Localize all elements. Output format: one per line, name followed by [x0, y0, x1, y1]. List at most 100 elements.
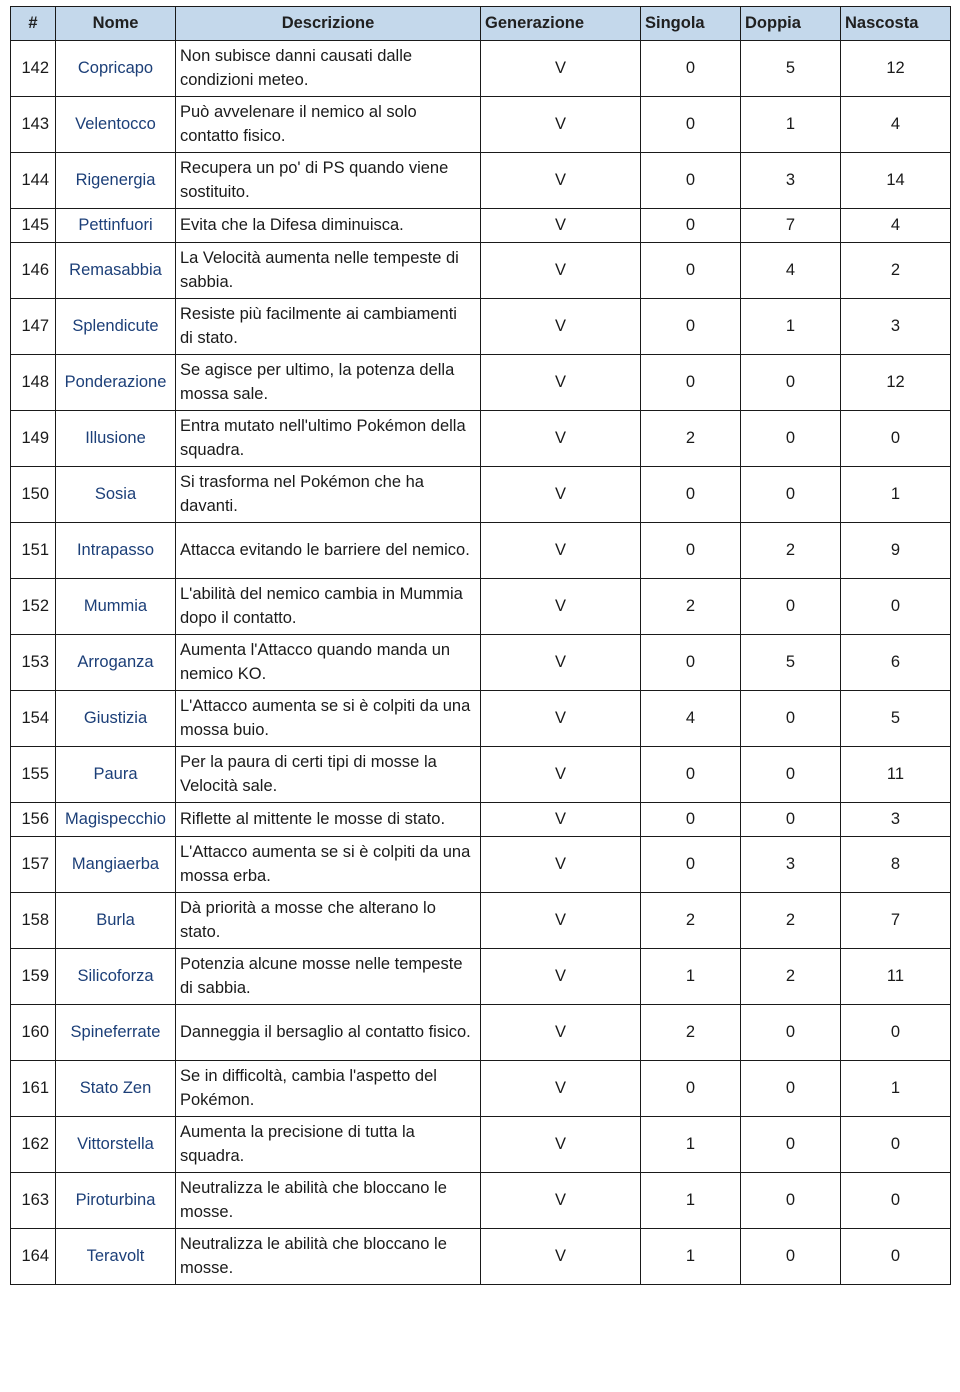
- cell-descrizione: Per la paura di certi tipi di mosse la V…: [176, 747, 481, 803]
- cell-singola: 0: [641, 803, 741, 837]
- col-header-descrizione[interactable]: Descrizione: [176, 7, 481, 41]
- table-row: 158 Burla Dà priorità a mosse che alterano…: [11, 893, 951, 949]
- cell-nome: Spineferrate: [56, 1005, 176, 1061]
- cell-nome: Ponderazione: [56, 355, 176, 411]
- col-header-num[interactable]: #: [11, 7, 56, 41]
- cell-nascosta: 0: [841, 411, 951, 467]
- table-row: 152MummiaL'abilità del nemico cambia in …: [11, 579, 951, 635]
- cell-singola: 1: [641, 1229, 741, 1285]
- ability-link[interactable]: Rigenergia: [76, 171, 156, 189]
- table-row: 154GiustiziaL'Attacco aumenta se si è co…: [11, 691, 951, 747]
- cell-singola: 0: [641, 747, 741, 803]
- cell-nascosta: 4: [841, 209, 951, 243]
- table-row: 151IntrapassoAttacca evitando le barrier…: [11, 523, 951, 579]
- ability-link[interactable]: Silicoforza: [77, 967, 153, 985]
- ability-link[interactable]: Splendicute: [72, 317, 158, 335]
- cell-singola: 0: [641, 209, 741, 243]
- cell-gen: V: [481, 691, 641, 747]
- ability-link[interactable]: Intrapasso: [77, 541, 154, 559]
- cell-nome: Vittorstella: [56, 1117, 176, 1173]
- ability-link[interactable]: Teravolt: [87, 1247, 145, 1265]
- table-row: 149IllusioneEntra mutato nell'ultimo Pok…: [11, 411, 951, 467]
- ability-link[interactable]: Burla: [96, 911, 135, 929]
- cell-num: 158: [11, 893, 56, 949]
- cell-descrizione: Aumenta la precisione di tutta la squadr…: [176, 1117, 481, 1173]
- ability-link[interactable]: Piroturbina: [76, 1191, 156, 1209]
- cell-nascosta: 12: [841, 41, 951, 97]
- cell-nascosta: 0: [841, 1173, 951, 1229]
- col-header-doppia[interactable]: Doppia: [741, 7, 841, 41]
- cell-nascosta: 0: [841, 579, 951, 635]
- cell-num: 164: [11, 1229, 56, 1285]
- table-row: 159SilicoforzaPotenzia alcune mosse nell…: [11, 949, 951, 1005]
- cell-singola: 1: [641, 1117, 741, 1173]
- cell-descrizione: Può avvelenare il nemico al solo contatt…: [176, 97, 481, 153]
- cell-doppia: 2: [741, 893, 841, 949]
- cell-descrizione: Dà priorità a mosse che alterano lo stat…: [176, 893, 481, 949]
- cell-gen: V: [481, 97, 641, 153]
- ability-link[interactable]: Velentocco: [75, 115, 156, 133]
- col-header-generazione[interactable]: Generazione: [481, 7, 641, 41]
- cell-singola: 0: [641, 243, 741, 299]
- ability-link[interactable]: Sosia: [95, 485, 136, 503]
- cell-singola: 0: [641, 299, 741, 355]
- cell-nome: Remasabbia: [56, 243, 176, 299]
- cell-gen: V: [481, 299, 641, 355]
- ability-link[interactable]: Stato Zen: [80, 1079, 152, 1097]
- table-header-row: # Nome Descrizione Generazione Singola D…: [11, 7, 951, 41]
- cell-nome: Velentocco: [56, 97, 176, 153]
- cell-num: 148: [11, 355, 56, 411]
- ability-link[interactable]: Remasabbia: [69, 261, 162, 279]
- cell-singola: 0: [641, 837, 741, 893]
- table-row: 150SosiaSi trasforma nel Pokémon che ha …: [11, 467, 951, 523]
- cell-nascosta: 4: [841, 97, 951, 153]
- cell-descrizione: Riflette al mittente le mosse di stato.: [176, 803, 481, 837]
- ability-link[interactable]: Pettinfuori: [78, 216, 152, 234]
- cell-doppia: 1: [741, 299, 841, 355]
- cell-num: 142: [11, 41, 56, 97]
- cell-descrizione: Evita che la Difesa diminuisca.: [176, 209, 481, 243]
- table-row: 153ArroganzaAumenta l'Attacco quando man…: [11, 635, 951, 691]
- ability-link[interactable]: Arroganza: [77, 653, 153, 671]
- ability-link[interactable]: Ponderazione: [65, 373, 167, 391]
- cell-descrizione: L'abilità del nemico cambia in Mummia do…: [176, 579, 481, 635]
- col-header-nome[interactable]: Nome: [56, 7, 176, 41]
- cell-singola: 0: [641, 523, 741, 579]
- cell-doppia: 4: [741, 243, 841, 299]
- cell-nascosta: 3: [841, 299, 951, 355]
- table-row: 147SplendicuteResiste più facilmente ai …: [11, 299, 951, 355]
- ability-link[interactable]: Spineferrate: [71, 1023, 161, 1041]
- cell-singola: 2: [641, 893, 741, 949]
- cell-nascosta: 7: [841, 893, 951, 949]
- table-row: 148PonderazioneSe agisce per ultimo, la …: [11, 355, 951, 411]
- cell-nascosta: 9: [841, 523, 951, 579]
- cell-singola: 2: [641, 579, 741, 635]
- cell-num: 155: [11, 747, 56, 803]
- cell-nome: Illusione: [56, 411, 176, 467]
- ability-link[interactable]: Giustizia: [84, 709, 147, 727]
- cell-nome: Intrapasso: [56, 523, 176, 579]
- cell-descrizione: Si trasforma nel Pokémon che ha davanti.: [176, 467, 481, 523]
- ability-link[interactable]: Copricapo: [78, 59, 153, 77]
- cell-gen: V: [481, 1229, 641, 1285]
- cell-nome: Silicoforza: [56, 949, 176, 1005]
- cell-descrizione: Se in difficoltà, cambia l'aspetto del P…: [176, 1061, 481, 1117]
- table-row: 145PettinfuoriEvita che la Difesa diminu…: [11, 209, 951, 243]
- ability-link[interactable]: Vittorstella: [77, 1135, 154, 1153]
- col-header-nascosta[interactable]: Nascosta: [841, 7, 951, 41]
- cell-singola: 0: [641, 355, 741, 411]
- col-header-singola[interactable]: Singola: [641, 7, 741, 41]
- ability-link[interactable]: Magispecchio: [65, 810, 166, 828]
- ability-link[interactable]: Paura: [93, 765, 137, 783]
- cell-gen: V: [481, 523, 641, 579]
- cell-gen: V: [481, 1005, 641, 1061]
- cell-gen: V: [481, 153, 641, 209]
- cell-descrizione: Danneggia il bersaglio al contatto fisic…: [176, 1005, 481, 1061]
- ability-link[interactable]: Mummia: [84, 597, 147, 615]
- cell-nome: Splendicute: [56, 299, 176, 355]
- ability-link[interactable]: Mangiaerba: [72, 855, 159, 873]
- cell-num: 153: [11, 635, 56, 691]
- ability-link[interactable]: Illusione: [85, 429, 146, 447]
- cell-singola: 0: [641, 635, 741, 691]
- cell-doppia: 5: [741, 635, 841, 691]
